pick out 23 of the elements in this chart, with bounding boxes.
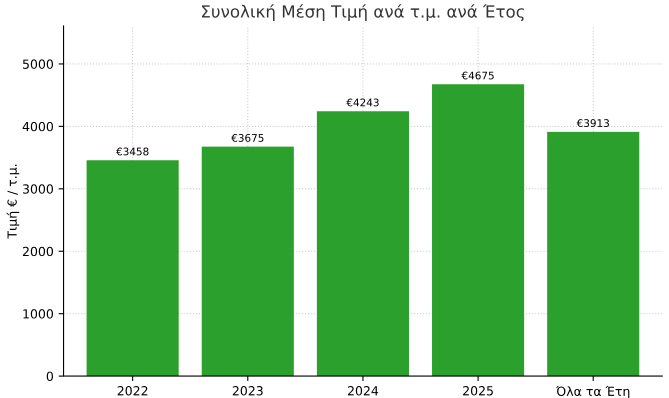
bar: [432, 84, 524, 376]
x-tick-label: 2024: [348, 386, 378, 396]
bar: [547, 132, 640, 376]
y-tick-label: 0: [46, 372, 54, 382]
x-tick-label: 2023: [232, 386, 263, 396]
x-tick-label: 2022: [118, 386, 148, 396]
y-tick-label: 2000: [22, 246, 53, 256]
bar: [316, 111, 409, 376]
y-tick-label: 3000: [22, 184, 53, 194]
y-tick-label: 5000: [22, 59, 53, 69]
bar: [202, 146, 294, 376]
y-axis-title: Τιμή € / τ.μ.: [6, 164, 20, 239]
data-label: €3913: [576, 119, 609, 128]
x-tick-label: Όλα τα Έτη: [556, 386, 630, 398]
x-tick-label: 2025: [463, 386, 493, 396]
chart-title: Συνολική Μέση Τιμή ανά τ.μ. ανά Έτος: [202, 4, 524, 22]
data-label: €3458: [116, 148, 148, 156]
y-tick-label: 4000: [22, 122, 53, 132]
data-label: €4243: [346, 98, 379, 106]
data-label: €4675: [462, 72, 494, 80]
bar: [86, 160, 179, 376]
y-tick-label: 1000: [23, 309, 53, 319]
data-label: €3675: [231, 134, 264, 142]
